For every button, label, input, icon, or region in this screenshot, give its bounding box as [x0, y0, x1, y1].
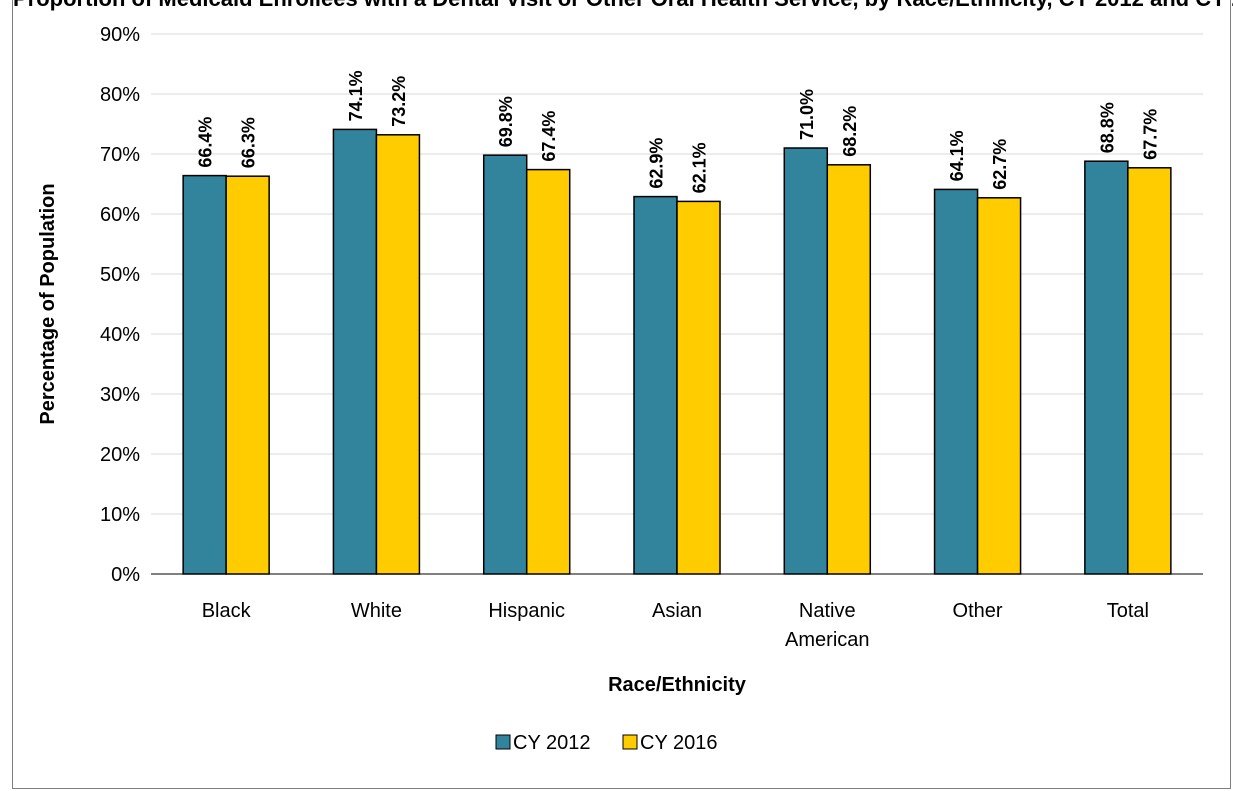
data-label: 64.1% — [947, 130, 967, 181]
y-axis-title: Percentage of Population — [37, 183, 59, 424]
data-label: 62.9% — [647, 138, 667, 189]
y-tick-label: 90% — [100, 24, 140, 46]
data-label: 73.2% — [389, 76, 409, 127]
x-axis-title: Race/Ethnicity — [608, 674, 747, 696]
x-tick-label: White — [351, 600, 402, 622]
bar — [783, 147, 829, 575]
data-label: 62.1% — [690, 142, 710, 193]
legend-swatch — [622, 734, 638, 750]
y-tick-label: 60% — [100, 204, 140, 226]
bar — [676, 200, 721, 575]
bar — [1084, 160, 1129, 575]
y-tick-label: 10% — [100, 504, 140, 526]
y-tick-label: 20% — [100, 444, 140, 466]
y-tick-label: 30% — [100, 384, 140, 406]
y-tick-label: 80% — [100, 84, 140, 106]
chart-frame: Proportion of Medicaid Enrollees with a … — [12, 0, 1233, 789]
bar — [1127, 167, 1172, 575]
data-label: 69.8% — [496, 96, 516, 147]
x-tick-label: Native — [799, 600, 856, 622]
bar — [225, 175, 270, 575]
data-label: 66.3% — [239, 117, 259, 168]
legend-label: CY 2012 — [513, 732, 590, 754]
bar — [826, 164, 872, 575]
bar — [332, 128, 378, 575]
data-label: 62.7% — [990, 139, 1010, 190]
x-tick-label: American — [785, 629, 869, 651]
data-label: 68.8% — [1097, 102, 1117, 153]
x-tick-label: Hispanic — [488, 600, 565, 622]
bar — [933, 188, 979, 575]
y-tick-label: 50% — [100, 264, 140, 286]
chart-title: Proportion of Medicaid Enrollees with a … — [13, 0, 1233, 12]
bar — [976, 197, 1022, 575]
x-tick-label: Black — [202, 600, 252, 622]
data-label: 67.7% — [1140, 109, 1160, 160]
legend-label: CY 2016 — [640, 732, 717, 754]
bar — [182, 174, 227, 575]
data-label: 74.1% — [346, 70, 366, 121]
bar — [525, 168, 571, 575]
data-label: 66.4% — [196, 117, 216, 168]
x-tick-label: Total — [1107, 600, 1149, 622]
bar — [633, 195, 678, 575]
data-label: 68.2% — [840, 106, 860, 157]
x-tick-label: Other — [953, 600, 1003, 622]
y-tick-label: 0% — [111, 564, 140, 586]
data-label: 71.0% — [797, 89, 817, 140]
data-label: 67.4% — [539, 111, 559, 162]
legend-swatch — [495, 734, 511, 750]
x-tick-label: Asian — [652, 600, 702, 622]
bar — [375, 134, 421, 575]
bar — [482, 154, 528, 575]
y-tick-label: 70% — [100, 144, 140, 166]
y-tick-label: 40% — [100, 324, 140, 346]
